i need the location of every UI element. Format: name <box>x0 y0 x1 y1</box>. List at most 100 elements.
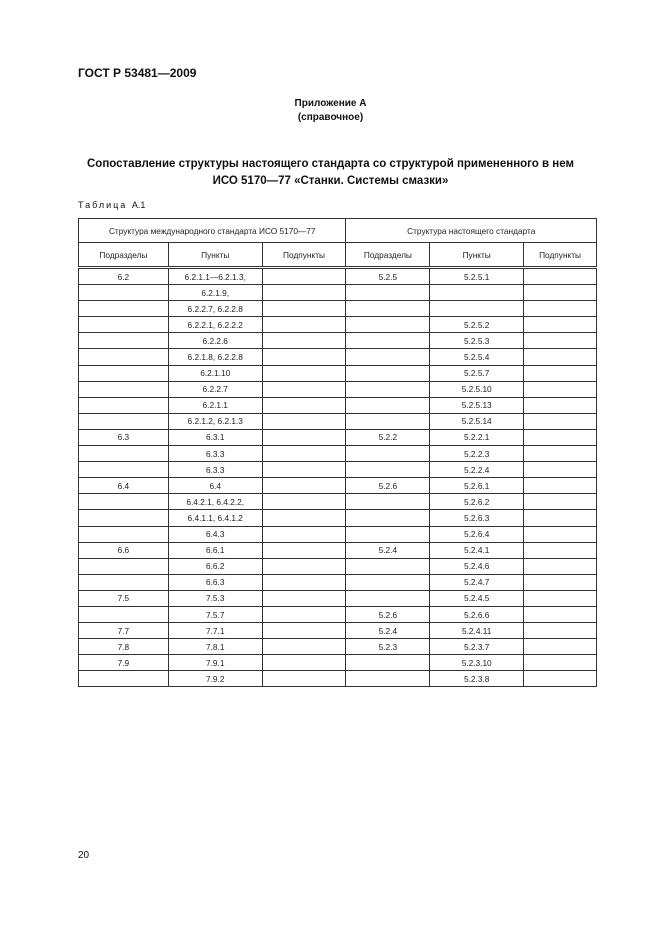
table-cell <box>523 670 597 688</box>
table-cell <box>523 332 597 350</box>
table-cell <box>78 509 169 527</box>
table-cell <box>261 445 347 463</box>
table-cell <box>345 525 431 543</box>
table-cell <box>261 396 347 414</box>
table-cell: 5.2.6 <box>345 605 431 624</box>
table-cell <box>261 332 347 350</box>
table-cell: 5.2.4.7 <box>429 573 525 591</box>
table-cell <box>523 412 597 430</box>
table-cell: 5.2.3 <box>345 638 431 656</box>
table-cell: 6.2.2.6 <box>167 332 263 350</box>
table-row: 7.8 7.8.1 5.2.3 5.2.3.7 <box>78 638 597 656</box>
table-cell: 5.2.6 <box>345 477 431 495</box>
table-label-prefix: Таблица <box>78 200 128 210</box>
table-cell: 5.2.4.6 <box>429 557 525 575</box>
table-cell: 7.7.1 <box>167 622 263 640</box>
table-cell <box>261 300 347 318</box>
table-cell <box>78 412 169 430</box>
table-cell: 5.2.6.1 <box>429 477 525 495</box>
table-cell <box>261 557 347 575</box>
table-row: 6.3.3 5.2.2.4 <box>78 461 597 479</box>
table-cell <box>261 493 347 511</box>
table-cell <box>78 332 169 350</box>
table-cell <box>261 477 347 495</box>
column-header: Подпункты <box>523 242 597 269</box>
table-row: 6.4.1.1, 6.4.1.2 5.2.6.3 <box>78 509 597 527</box>
table-cell <box>523 348 597 366</box>
table-row: 7.5.7 5.2.6 5.2.6.6 <box>78 605 597 624</box>
table-cell <box>78 525 169 543</box>
table-cell <box>523 477 597 495</box>
table-cell <box>261 573 347 591</box>
table-cell: 6.2.2.7, 6.2.2.8 <box>167 300 263 318</box>
table-cell <box>78 557 169 575</box>
table-row: 7.5 7.5.3 5.2.4.5 <box>78 589 597 607</box>
table-row: 6.2.1.10 5.2.5.7 <box>78 364 597 382</box>
section-title-line2: ИСО 5170—77 «Станки. Системы смазки» <box>212 175 449 187</box>
table-cell <box>345 300 431 318</box>
group-header-iso: Структура международного стандарта ИСО 5… <box>77 218 347 243</box>
table-cell <box>523 589 597 607</box>
table-cell <box>345 509 431 527</box>
table-row: 6.2 6.2.1.1—6.2.1.3, 5.2.5 5.2.5.1 <box>78 266 597 286</box>
table-cell <box>345 316 431 334</box>
table-cell: 6.2.1.10 <box>167 364 263 382</box>
table-cell <box>523 300 597 318</box>
table-cell <box>78 573 169 591</box>
table-cell <box>345 589 431 607</box>
table-cell <box>261 380 347 398</box>
table-cell <box>261 509 347 527</box>
table-cell: 7.9.1 <box>167 654 263 672</box>
table-cell <box>78 605 169 624</box>
table-cell <box>345 396 431 414</box>
table-cell: 7.8 <box>78 638 169 656</box>
table-row: 6.2.1.1 5.2.5.13 <box>78 396 597 414</box>
annex-heading: Приложение А (справочное) <box>0 97 661 125</box>
table-cell <box>261 622 347 640</box>
table-cell <box>345 670 431 688</box>
table-cell <box>345 364 431 382</box>
table-cell <box>523 493 597 511</box>
table-cell <box>523 284 597 302</box>
column-header: Подразделы <box>345 242 431 269</box>
table-cell <box>523 654 597 672</box>
table-cell: 6.2.1.1—6.2.1.3, <box>167 266 263 286</box>
table-cell <box>261 461 347 479</box>
table-cell: 7.9.2 <box>167 670 263 688</box>
column-header: Пункты <box>167 242 263 269</box>
table-cell <box>78 364 169 382</box>
table-cell <box>523 622 597 640</box>
table-cell <box>345 380 431 398</box>
table-cell: 5.2.5.2 <box>429 316 525 334</box>
table-cell <box>78 493 169 511</box>
table-row: 6.4 6.4 5.2.6 5.2.6.1 <box>78 477 597 495</box>
table-cell: 5.2.4 <box>345 622 431 640</box>
table-cell: 6.6 <box>78 541 169 559</box>
section-title-line1: Сопоставление структуры настоящего станд… <box>87 158 574 170</box>
table-cell <box>261 605 347 624</box>
table-cell: 5.2.6.4 <box>429 525 525 543</box>
table-cell: 7.5.3 <box>167 589 263 607</box>
table-cell <box>261 654 347 672</box>
table-cell: 5.2.5.1 <box>429 266 525 286</box>
table-cell: 6.6.2 <box>167 557 263 575</box>
table-cell: 5.2.5 <box>345 266 431 286</box>
table-row: 6.3.3 5.2.2.3 <box>78 445 597 463</box>
table-cell <box>78 348 169 366</box>
column-header: Пункты <box>429 242 525 269</box>
table-cell <box>523 509 597 527</box>
table-row: 6.2.2.7, 6.2.2.8 <box>78 300 597 318</box>
table-cell <box>523 573 597 591</box>
table-cell: 5.2.2.4 <box>429 461 525 479</box>
table-row: 6.3 6.3.1 5.2.2 5.2.2.1 <box>78 428 597 447</box>
table-row: 7.7 7.7.1 5.2.4 5.2.4.11 <box>78 622 597 640</box>
table-cell <box>78 284 169 302</box>
table-cell: 5.2.5.10 <box>429 380 525 398</box>
table-cell <box>345 461 431 479</box>
table-cell <box>261 284 347 302</box>
table-cell <box>523 461 597 479</box>
group-header-national: Структура настоящего стандарта <box>345 218 597 243</box>
table-row: 6.6.2 5.2.4.6 <box>78 557 597 575</box>
table-row: 6.2.2.7 5.2.5.10 <box>78 380 597 398</box>
table-cell <box>261 412 347 430</box>
